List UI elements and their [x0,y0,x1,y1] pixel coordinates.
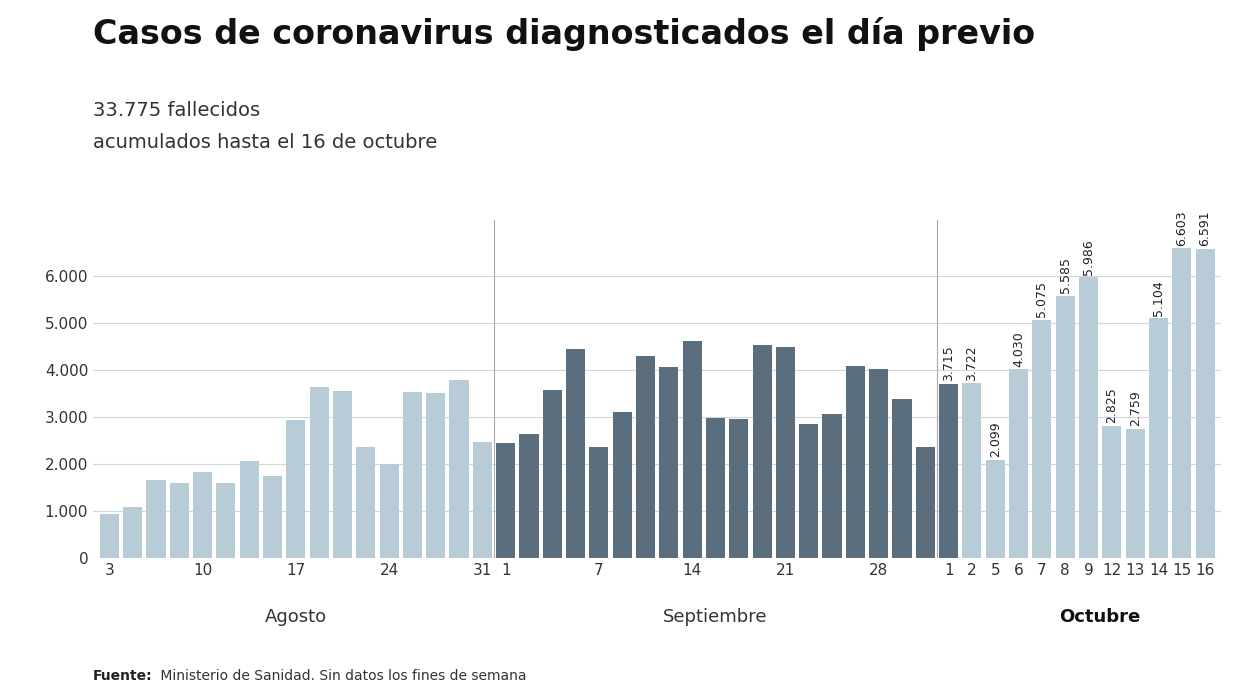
Bar [99,514,119,558]
Bar [706,418,725,558]
Text: 3.722: 3.722 [966,346,978,381]
Text: 6.603: 6.603 [1176,210,1188,246]
Text: 5.075: 5.075 [1035,281,1048,318]
Bar [753,345,771,558]
Text: Fuente:: Fuente: [93,669,153,683]
Bar [869,369,888,558]
Bar [543,390,562,558]
Text: Ministerio de Sanidad. Sin datos los fines de semana: Ministerio de Sanidad. Sin datos los fin… [156,669,527,683]
Bar [263,476,281,558]
Bar [403,392,422,558]
Text: 6.591: 6.591 [1199,211,1211,246]
Text: 5.104: 5.104 [1152,281,1164,316]
Bar [1172,248,1192,558]
Bar [636,356,655,558]
Bar [146,480,165,558]
Text: 2.825: 2.825 [1105,387,1118,423]
Bar [589,447,609,558]
Bar [962,383,982,558]
Bar [310,387,329,558]
Bar [1033,320,1052,558]
Bar [520,434,538,558]
Bar [1126,429,1145,558]
Text: 5.986: 5.986 [1083,239,1095,274]
Bar [216,484,236,558]
Bar [800,424,818,558]
Bar [1149,318,1168,558]
Bar [1055,296,1075,558]
Bar [1102,426,1121,558]
Bar [239,461,259,558]
Text: Agosto: Agosto [265,608,327,626]
Bar [427,393,445,558]
Bar [1195,248,1215,558]
Bar [660,366,678,558]
Bar [682,341,702,558]
Text: 4.030: 4.030 [1012,331,1025,366]
Bar [356,447,376,558]
Bar [496,443,515,558]
Bar [776,347,795,558]
Bar [472,443,492,558]
Bar [1009,369,1028,558]
Bar [449,380,469,558]
Bar [916,447,935,558]
Bar [613,412,632,558]
Text: 33.775 fallecidos: 33.775 fallecidos [93,101,260,120]
Bar [565,349,585,558]
Text: Septiembre: Septiembre [663,608,768,626]
Text: 2.759: 2.759 [1128,391,1142,426]
Text: Casos de coronavirus diagnosticados el día previo: Casos de coronavirus diagnosticados el d… [93,17,1035,52]
Text: 5.585: 5.585 [1059,258,1071,293]
Bar [986,460,1004,558]
Bar [939,384,959,558]
Bar [123,507,143,558]
Text: 2.099: 2.099 [988,422,1002,457]
Text: 3.715: 3.715 [942,346,955,381]
Bar [846,366,866,558]
Bar [332,392,352,558]
Text: acumulados hasta el 16 de octubre: acumulados hasta el 16 de octubre [93,133,438,151]
Bar [286,420,305,558]
Text: Octubre: Octubre [1059,608,1141,626]
Bar [822,414,842,558]
Bar [379,464,398,558]
Bar [729,419,749,558]
Bar [893,399,911,558]
Bar [170,483,188,558]
Bar [193,472,212,558]
Bar [1079,277,1099,558]
